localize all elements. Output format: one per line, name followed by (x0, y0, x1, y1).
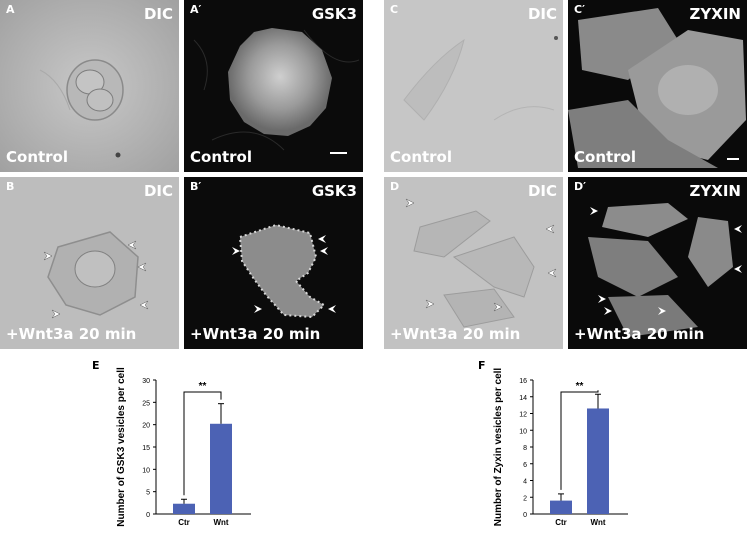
condition-label: Control (6, 148, 69, 166)
bar-wnt (587, 408, 609, 514)
y-tick-label: 2 (523, 495, 527, 502)
scale-bar (330, 152, 347, 154)
panel-b-dic-wnt3a: B DIC +Wnt3a 20 min (0, 177, 179, 349)
fluorescence-micrograph (184, 0, 363, 172)
channel-label: DIC (143, 182, 173, 200)
panel-d-dic-wnt3a: D DIC +Wnt3a 20 min (384, 177, 563, 349)
y-axis-title: Number of Zyxin vesicles per cell (493, 368, 504, 527)
channel-label: DIC (527, 182, 557, 200)
x-tick-label: Wnt (590, 518, 605, 527)
y-tick-label: 12 (519, 412, 527, 419)
bar-chart-gsk3: Number of GSK3 vesicles per cell 0 5 10 15 20… (116, 367, 251, 527)
scale-bar (727, 158, 739, 160)
panel-a-dic-control: A DIC Control (0, 0, 179, 172)
panel-b-prime-gsk3-wnt3a: B′ GSK3 +Wnt3a 20 min (184, 177, 363, 349)
y-tick-label: 8 (523, 445, 527, 452)
panel-letter: D′ (574, 180, 587, 193)
channel-label: GSK3 (311, 5, 357, 23)
y-tick-label: 14 (519, 395, 527, 402)
y-tick-label: 10 (142, 467, 150, 474)
dic-micrograph (384, 177, 563, 349)
y-tick-label: 4 (523, 479, 527, 486)
significance-label: ** (199, 381, 207, 392)
fluorescence-micrograph (568, 0, 747, 172)
fluorescence-micrograph (184, 177, 363, 349)
significance-label: ** (576, 381, 584, 392)
y-tick-label: 0 (146, 512, 150, 519)
y-tick-label: 16 (519, 378, 527, 385)
panel-d-prime-zyxin-wnt3a: D′ ZYXIN +Wnt3a 20 min (568, 177, 747, 349)
y-tick-label: 0 (523, 512, 527, 519)
y-tick-label: 30 (142, 378, 150, 385)
bar-ctr (550, 500, 572, 514)
x-tick-label: Ctr (178, 518, 190, 527)
condition-label: +Wnt3a 20 min (190, 325, 321, 343)
panel-c-dic-control: C DIC Control (384, 0, 563, 172)
condition-label: Control (190, 148, 253, 166)
significance-bracket (560, 390, 599, 490)
fluorescence-micrograph (568, 177, 747, 349)
condition-label: +Wnt3a 20 min (6, 325, 137, 343)
dic-micrograph (0, 177, 179, 349)
channel-label: DIC (527, 5, 557, 23)
channel-label: ZYXIN (689, 5, 741, 23)
x-tick-label: Wnt (213, 518, 228, 527)
y-tick-label: 5 (146, 490, 150, 497)
panel-a-prime-gsk3-control: A′ GSK3 Control (184, 0, 363, 172)
dic-micrograph (0, 0, 179, 172)
x-tick-label: Ctr (555, 518, 567, 527)
y-tick-label: 6 (523, 462, 527, 469)
graph-letter-f: F (478, 359, 486, 372)
panel-letter: C (390, 3, 399, 16)
channel-label: DIC (143, 5, 173, 23)
panel-letter: D (390, 180, 400, 193)
y-tick-label: 20 (142, 423, 150, 430)
condition-label: Control (390, 148, 453, 166)
panel-letter: B (6, 180, 15, 193)
channel-label: ZYXIN (689, 182, 741, 200)
y-tick-label: 10 (519, 428, 527, 435)
condition-label: +Wnt3a 20 min (574, 325, 705, 343)
channel-label: GSK3 (311, 182, 357, 200)
y-tick-label: 15 (142, 445, 150, 452)
panel-letter: A′ (190, 3, 202, 16)
dic-micrograph (384, 0, 563, 172)
bar-ctr (173, 503, 195, 514)
significance-bracket (183, 391, 222, 496)
panel-letter: A (6, 3, 15, 16)
panel-letter: C′ (574, 3, 585, 16)
bar-wnt (210, 423, 232, 514)
graph-letter-e: E (92, 359, 100, 372)
condition-label: +Wnt3a 20 min (390, 325, 521, 343)
bar-chart-zyxin: Number of Zyxin vesicles per cell 0 2 4 6 8 10… (493, 368, 628, 527)
y-tick-label: 25 (142, 400, 150, 407)
condition-label: Control (574, 148, 637, 166)
panel-letter: B′ (190, 180, 202, 193)
y-axis-title: Number of GSK3 vesicles per cell (116, 367, 127, 527)
panel-c-prime-zyxin-control: C′ ZYXIN Control (568, 0, 747, 172)
